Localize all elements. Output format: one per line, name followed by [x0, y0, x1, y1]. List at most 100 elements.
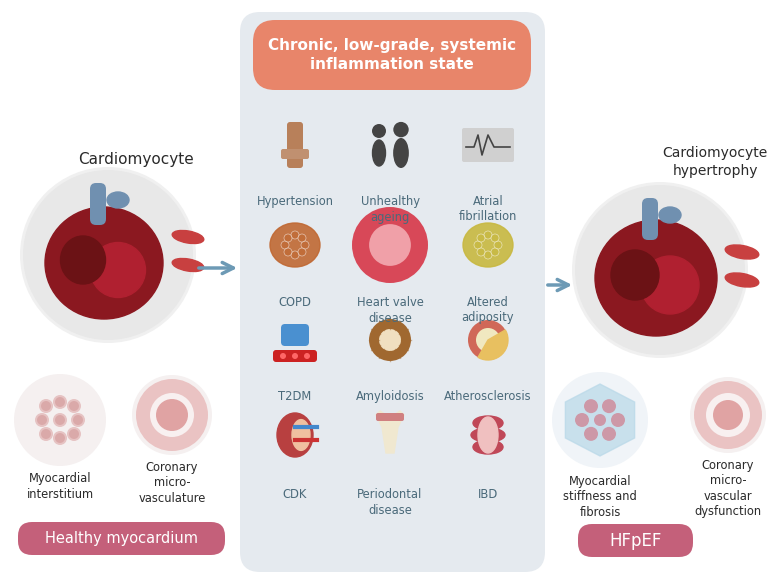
Text: Chronic, low-grade, systemic
inflammation state: Chronic, low-grade, systemic inflammatio… [268, 38, 516, 72]
Ellipse shape [107, 192, 129, 208]
Ellipse shape [373, 140, 386, 166]
FancyBboxPatch shape [376, 413, 404, 421]
Circle shape [69, 401, 79, 411]
Text: Myocardial
stiffness and
fibrosis: Myocardial stiffness and fibrosis [563, 475, 637, 519]
Ellipse shape [641, 256, 699, 314]
Circle shape [491, 248, 499, 256]
Circle shape [484, 231, 492, 239]
Circle shape [369, 224, 411, 266]
Text: Heart valve
disease: Heart valve disease [356, 296, 424, 325]
Circle shape [136, 379, 208, 451]
Circle shape [39, 427, 53, 441]
FancyBboxPatch shape [90, 183, 106, 225]
Text: Periodontal
disease: Periodontal disease [357, 488, 423, 517]
Text: Altered
adiposity: Altered adiposity [461, 296, 514, 325]
Circle shape [291, 231, 299, 239]
Polygon shape [478, 330, 508, 360]
Ellipse shape [172, 258, 204, 272]
Text: Cardiomyocyte
hypertrophy: Cardiomyocyte hypertrophy [662, 146, 768, 178]
Circle shape [690, 377, 766, 453]
Ellipse shape [292, 420, 310, 451]
Circle shape [379, 329, 401, 351]
FancyBboxPatch shape [642, 198, 658, 240]
Circle shape [575, 185, 745, 355]
Text: COPD: COPD [278, 296, 312, 309]
Ellipse shape [463, 223, 513, 267]
Circle shape [55, 397, 65, 407]
Circle shape [369, 319, 411, 361]
Circle shape [69, 429, 79, 439]
Circle shape [594, 414, 606, 426]
Circle shape [494, 241, 502, 249]
FancyBboxPatch shape [578, 524, 693, 557]
Circle shape [298, 234, 306, 242]
Circle shape [304, 353, 310, 359]
Circle shape [71, 413, 85, 427]
Circle shape [281, 241, 289, 249]
Ellipse shape [595, 220, 717, 336]
Circle shape [602, 399, 616, 413]
Circle shape [602, 427, 616, 441]
Ellipse shape [611, 250, 659, 300]
Text: Amyloidosis: Amyloidosis [356, 390, 424, 403]
Circle shape [20, 167, 196, 343]
FancyBboxPatch shape [281, 324, 309, 346]
Ellipse shape [725, 245, 759, 259]
Circle shape [301, 241, 309, 249]
Circle shape [393, 122, 409, 138]
Circle shape [611, 413, 625, 427]
Text: Healthy myocardium: Healthy myocardium [45, 531, 198, 546]
Circle shape [291, 251, 299, 259]
Text: HFpEF: HFpEF [609, 532, 662, 550]
Circle shape [284, 234, 292, 242]
Ellipse shape [270, 223, 320, 267]
Circle shape [150, 393, 194, 437]
Circle shape [284, 248, 292, 256]
Circle shape [67, 399, 81, 413]
Circle shape [552, 372, 648, 468]
Circle shape [37, 415, 47, 425]
Circle shape [73, 415, 83, 425]
Text: Coronary
micro-
vasculature: Coronary micro- vasculature [138, 461, 206, 505]
Ellipse shape [725, 273, 759, 287]
Circle shape [41, 429, 51, 439]
Text: T2DM: T2DM [278, 390, 312, 403]
Circle shape [41, 401, 51, 411]
FancyBboxPatch shape [18, 522, 225, 555]
Circle shape [474, 241, 482, 249]
Text: Coronary
micro-
vascular
dysfunction: Coronary micro- vascular dysfunction [694, 459, 761, 518]
Circle shape [491, 234, 499, 242]
Circle shape [572, 182, 748, 358]
Polygon shape [376, 411, 404, 453]
Text: Atrial
fibrillation: Atrial fibrillation [459, 195, 517, 223]
Circle shape [39, 399, 53, 413]
Circle shape [584, 399, 598, 413]
Circle shape [713, 400, 743, 430]
Ellipse shape [90, 243, 145, 297]
Ellipse shape [45, 207, 163, 319]
Circle shape [55, 415, 65, 425]
Ellipse shape [277, 413, 313, 457]
Circle shape [477, 234, 485, 242]
Text: Hypertension: Hypertension [257, 195, 333, 208]
Circle shape [35, 413, 49, 427]
Circle shape [132, 375, 212, 455]
Circle shape [14, 374, 106, 466]
Text: Atherosclerosis: Atherosclerosis [444, 390, 532, 403]
FancyBboxPatch shape [253, 20, 531, 90]
FancyBboxPatch shape [281, 149, 309, 159]
Circle shape [477, 248, 485, 256]
Circle shape [298, 248, 306, 256]
Ellipse shape [659, 207, 681, 223]
Ellipse shape [471, 428, 505, 442]
FancyBboxPatch shape [287, 122, 303, 168]
FancyBboxPatch shape [273, 350, 317, 362]
Circle shape [584, 427, 598, 441]
Circle shape [352, 207, 428, 283]
Circle shape [575, 413, 589, 427]
Ellipse shape [473, 440, 503, 454]
Ellipse shape [394, 139, 408, 167]
Circle shape [156, 399, 188, 431]
Circle shape [484, 251, 492, 259]
Circle shape [476, 328, 500, 352]
